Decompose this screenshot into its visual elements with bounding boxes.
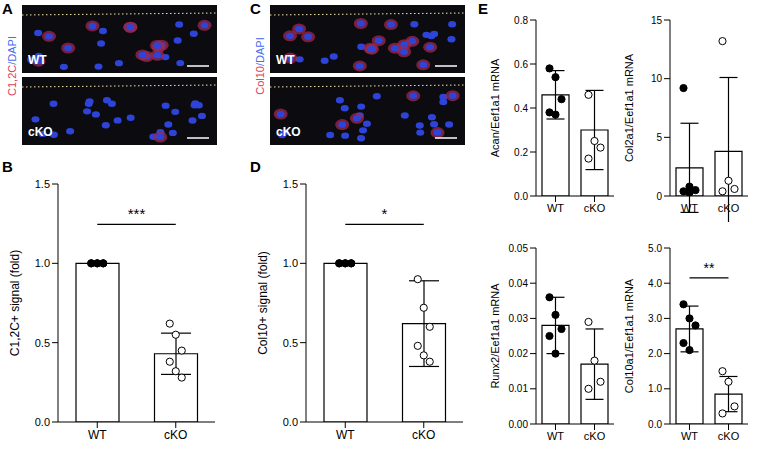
svg-text:1.0: 1.0 — [35, 257, 50, 269]
svg-text:cKO: cKO — [412, 428, 435, 442]
svg-text:WT: WT — [336, 428, 355, 442]
html-text:Col10: Col10 — [254, 66, 266, 95]
svg-text:WT: WT — [547, 202, 564, 214]
svg-text:5: 5 — [656, 132, 662, 143]
html-text:WT: WT — [276, 53, 295, 67]
svg-text:0.5: 0.5 — [283, 337, 298, 349]
html-text:/DAPI: /DAPI — [254, 37, 266, 66]
svg-text:0.0: 0.0 — [283, 416, 298, 428]
svg-text:***: *** — [128, 205, 146, 222]
html-text:C: C — [250, 0, 261, 17]
svg-text:Col10+ signal (fold): Col10+ signal (fold) — [256, 251, 270, 355]
svg-text:WT: WT — [681, 430, 698, 442]
svg-text:WT: WT — [547, 430, 564, 442]
svg-text:5.0: 5.0 — [648, 243, 662, 254]
svg-text:0.00: 0.00 — [509, 419, 529, 430]
svg-text:Col2a1/Eef1a1 mRNA: Col2a1/Eef1a1 mRNA — [623, 53, 635, 162]
svg-text:10: 10 — [651, 73, 663, 84]
svg-text:0.2: 0.2 — [514, 147, 528, 158]
svg-text:0.05: 0.05 — [509, 243, 529, 254]
svg-text:0.03: 0.03 — [509, 313, 529, 324]
html-text:E: E — [478, 0, 488, 17]
svg-text:3.0: 3.0 — [648, 313, 662, 324]
svg-text:cKO: cKO — [718, 202, 740, 214]
svg-text:0.8: 0.8 — [514, 15, 528, 26]
svg-text:0: 0 — [656, 191, 662, 202]
svg-text:0.0: 0.0 — [648, 419, 662, 430]
svg-text:0.4: 0.4 — [514, 103, 528, 114]
svg-text:4.0: 4.0 — [648, 278, 662, 289]
svg-text:**: ** — [704, 260, 715, 276]
html-text:D: D — [250, 158, 261, 175]
svg-text:0.6: 0.6 — [514, 59, 528, 70]
html-text:cKO: cKO — [28, 125, 53, 139]
svg-text:Col10a1/Eef1a1 mRNA: Col10a1/Eef1a1 mRNA — [623, 278, 635, 393]
svg-text:1.0: 1.0 — [283, 257, 298, 269]
svg-text:2.0: 2.0 — [648, 348, 662, 359]
svg-text:0.0: 0.0 — [514, 191, 528, 202]
svg-text:0.04: 0.04 — [509, 278, 529, 289]
svg-text:*: * — [382, 205, 388, 222]
svg-text:1.5: 1.5 — [283, 178, 298, 190]
svg-text:cKO: cKO — [164, 428, 187, 442]
svg-text:15: 15 — [651, 15, 663, 26]
svg-text:1.5: 1.5 — [35, 178, 50, 190]
svg-text:cKO: cKO — [584, 430, 606, 442]
svg-text:WT: WT — [88, 428, 107, 442]
svg-text:0.0: 0.0 — [35, 416, 50, 428]
svg-text:Runx2/Eef1a1 mRNA: Runx2/Eef1a1 mRNA — [489, 283, 501, 389]
svg-text:C1,2C+ signal (fold): C1,2C+ signal (fold) — [8, 250, 22, 356]
html-text:A: A — [2, 0, 13, 17]
svg-text:1.0: 1.0 — [648, 383, 662, 394]
html-text:WT: WT — [28, 53, 47, 67]
html-text:/DAPI: /DAPI — [6, 36, 18, 65]
html-text:B: B — [2, 158, 13, 175]
html-text:C1,2C: C1,2C — [6, 64, 18, 96]
svg-text:Acan/Eef1a1 mRNA: Acan/Eef1a1 mRNA — [489, 58, 501, 157]
svg-text:0.01: 0.01 — [509, 383, 529, 394]
svg-text:cKO: cKO — [584, 202, 606, 214]
svg-text:0.02: 0.02 — [509, 348, 529, 359]
svg-text:cKO: cKO — [718, 430, 740, 442]
svg-text:WT: WT — [681, 202, 698, 214]
html-text:cKO: cKO — [276, 125, 301, 139]
svg-text:0.5: 0.5 — [35, 337, 50, 349]
